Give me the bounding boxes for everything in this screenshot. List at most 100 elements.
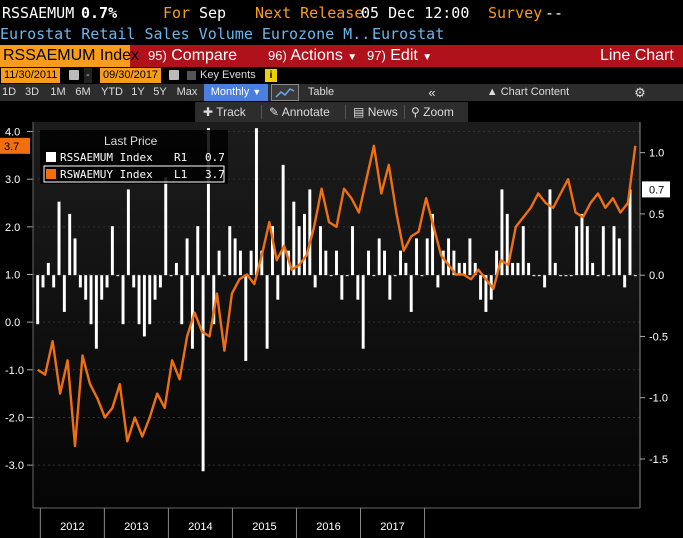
bar — [233, 238, 237, 276]
bar — [196, 226, 200, 276]
security-field[interactable]: RSSAEMUM Index — [0, 45, 139, 67]
bar — [527, 262, 531, 276]
left-last-value-tag-label: 3.7 — [4, 141, 19, 153]
bar — [132, 275, 136, 288]
bar — [217, 250, 221, 276]
x-axis-year-label: 2015 — [252, 521, 276, 533]
bar — [409, 275, 413, 312]
line-chart-icon[interactable] — [271, 84, 299, 101]
ticker: RSSAEMUM — [2, 4, 75, 22]
news-tool[interactable]: ▤ News — [353, 105, 398, 119]
bar — [281, 164, 285, 276]
bar — [596, 275, 600, 277]
left-axis-tick-label: 3.0 — [5, 174, 20, 186]
x-axis-year-label: 2017 — [380, 521, 404, 533]
security-header: RSSAEMUM 0.7% For Sep Next Release 05 De… — [0, 0, 683, 26]
range-3d[interactable]: 3D — [24, 86, 40, 98]
range-1m[interactable]: 1M — [50, 86, 66, 98]
chevron-down-icon: ▼ — [347, 52, 358, 63]
end-date-field[interactable]: 09/30/2017 — [100, 68, 162, 83]
bar — [68, 213, 72, 276]
bar — [319, 226, 322, 276]
right-axis: 1.0 0.5 0.0 -0.5 -1.0 -1.5 0.7 — [639, 122, 670, 508]
right-last-value-tag — [642, 181, 670, 198]
range-6m[interactable]: 6M — [75, 86, 91, 98]
key-events-checkbox[interactable] — [187, 71, 196, 80]
bar — [100, 275, 104, 300]
range-1y[interactable]: 1Y — [131, 86, 145, 98]
chart-area[interactable]: 4.0 3.0 2.0 1.0 0.0 -1.0 -2.0 -3.0 3.7 1.0 0.5 0.0… — [0, 122, 683, 538]
bar — [500, 189, 504, 276]
bar — [473, 262, 477, 276]
range-1d[interactable]: 1D — [1, 86, 17, 98]
line-path — [37, 144, 637, 448]
legend-entry-axis: L1 — [174, 168, 187, 181]
edit-menu[interactable]: 97) Edit ▼ — [367, 47, 433, 64]
bar — [372, 275, 376, 277]
chevron-down-icon: ▼ — [252, 87, 262, 97]
bar — [169, 275, 173, 277]
key-events-label: Key Events — [200, 69, 256, 81]
actions-menu[interactable]: 96) Actions ▼ — [268, 47, 358, 64]
bar — [228, 226, 232, 276]
info-icon[interactable]: i — [265, 69, 277, 82]
chart-type-label[interactable]: Line Chart — [600, 47, 674, 64]
bar — [548, 189, 552, 276]
bar — [623, 275, 627, 288]
chart-content-button[interactable]: ▲ Chart Content — [486, 86, 570, 98]
zoom-tool[interactable]: ⚲ Zoom — [411, 105, 454, 119]
bar — [543, 275, 547, 288]
bar — [569, 275, 573, 277]
security-field-label: RSSAEMUM Index — [3, 47, 140, 64]
bar — [41, 275, 45, 288]
security-description-row: Eurostat Retail Sales Volume Eurozone M.… — [0, 23, 683, 45]
plot-background — [33, 122, 640, 508]
bar — [393, 275, 397, 277]
left-axis-tick-label: -1.0 — [5, 365, 24, 377]
security-description: Eurostat Retail Sales Volume Eurozone M.… — [0, 25, 380, 43]
bar — [57, 201, 61, 276]
legend-swatch-bars — [46, 152, 56, 162]
start-date-field[interactable]: 11/30/2011 — [1, 68, 61, 83]
menu-bar: RSSAEMUM Index 95) Compare 96) Actions ▼… — [0, 45, 683, 67]
bar — [335, 250, 338, 276]
range-5y[interactable]: 5Y — [153, 86, 167, 98]
table-button[interactable]: Table — [307, 86, 335, 98]
frequency-dropdown[interactable]: Monthly ▼ — [204, 84, 268, 101]
data-source: Eurostat — [372, 25, 445, 43]
calendar-icon[interactable] — [169, 70, 179, 80]
pencil-icon: ✎ — [269, 105, 280, 119]
chevrons-left-icon[interactable]: « — [428, 85, 436, 100]
bar — [537, 275, 541, 277]
bar — [425, 238, 429, 276]
range-max[interactable]: Max — [176, 86, 198, 98]
bar — [399, 250, 403, 276]
bar — [206, 128, 210, 276]
bar — [564, 275, 568, 277]
bar — [580, 213, 584, 276]
left-axis: 4.0 3.0 2.0 1.0 0.0 -1.0 -2.0 -3.0 3.7 — [0, 122, 34, 508]
right-axis-tick-label: 1.0 — [649, 148, 664, 160]
compare-menu[interactable]: 95) Compare — [148, 47, 238, 64]
left-axis-tick-label: 4.0 — [5, 127, 20, 139]
bar — [612, 226, 616, 276]
track-tool[interactable]: ✚ Track — [203, 105, 246, 119]
bar — [324, 250, 328, 276]
bar — [201, 275, 205, 472]
date-separator: - — [84, 68, 92, 83]
bar — [516, 262, 520, 276]
range-bar: 1D 3D 1M 6M YTD 1Y 5Y Max Monthly ▼ Tabl… — [0, 84, 683, 101]
bar — [260, 250, 264, 276]
annotate-tool[interactable]: ✎ Annotate — [269, 105, 330, 119]
bar — [447, 238, 451, 276]
gear-icon[interactable]: ⚙ — [634, 85, 646, 100]
range-ytd[interactable]: YTD — [101, 86, 123, 98]
bar — [575, 226, 579, 276]
bar — [457, 262, 461, 276]
date-range-row: 11/30/2011 - 09/30/2017 Key Events i — [0, 67, 683, 84]
bar — [313, 275, 317, 288]
bar — [276, 275, 280, 300]
bar — [110, 226, 114, 276]
calendar-icon[interactable] — [69, 70, 79, 80]
bar — [212, 275, 216, 325]
